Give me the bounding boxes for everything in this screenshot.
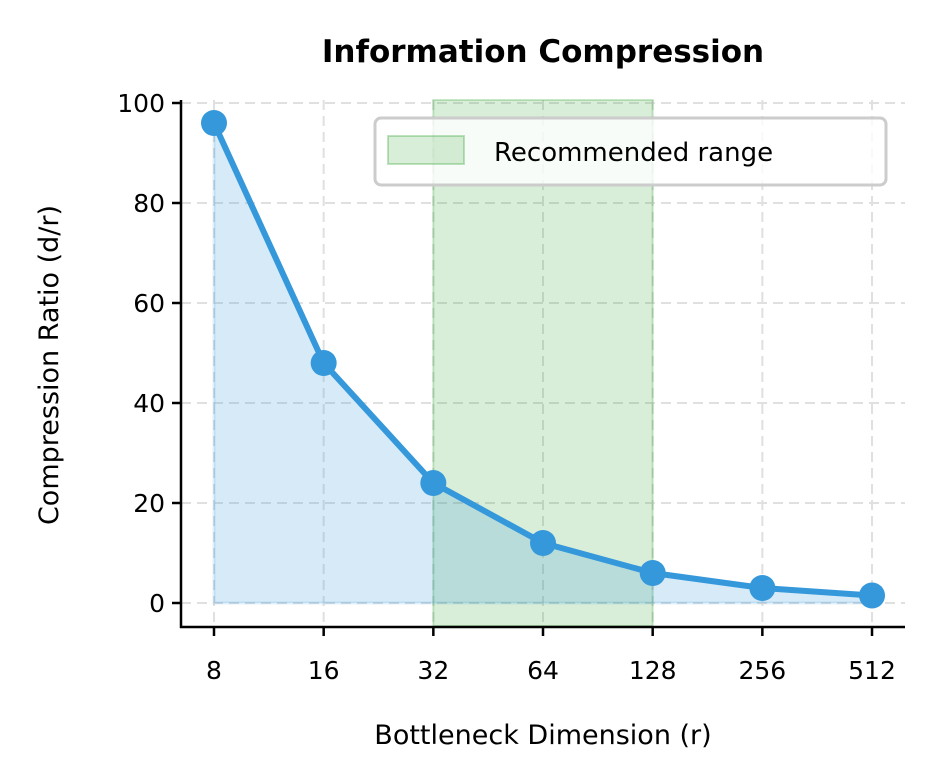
x-tick-label: 256 [738, 656, 786, 685]
x-tick-label: 512 [848, 656, 896, 685]
x-tick-label: 32 [417, 656, 449, 685]
y-axis-label: Compression Ratio (d/r) [34, 205, 65, 525]
y-tick-label: 80 [133, 189, 165, 218]
x-tick-labels: 8 16 32 64 128 256 512 [206, 656, 896, 685]
x-tick-label: 64 [527, 656, 559, 685]
legend: Recommended range [373, 116, 888, 187]
axes [172, 100, 905, 636]
y-tick-label: 100 [117, 89, 165, 118]
chart-title: Information Compression [322, 34, 764, 70]
x-tick-label: 8 [206, 656, 222, 685]
legend-box [373, 116, 888, 187]
y-tick-labels: 0 20 40 60 80 100 [117, 89, 165, 618]
x-tick-label: 16 [308, 656, 340, 685]
y-tick-label: 0 [149, 589, 165, 618]
grid-lines [181, 100, 905, 627]
y-tick-label: 20 [133, 489, 165, 518]
x-tick-label: 128 [629, 656, 677, 685]
y-tick-label: 40 [133, 389, 165, 418]
legend-swatch [387, 135, 465, 165]
y-tick-label: 60 [133, 289, 165, 318]
data-markers [201, 110, 886, 609]
legend-label: Recommended range [494, 138, 773, 168]
x-axis-label: Bottleneck Dimension (r) [374, 720, 711, 751]
